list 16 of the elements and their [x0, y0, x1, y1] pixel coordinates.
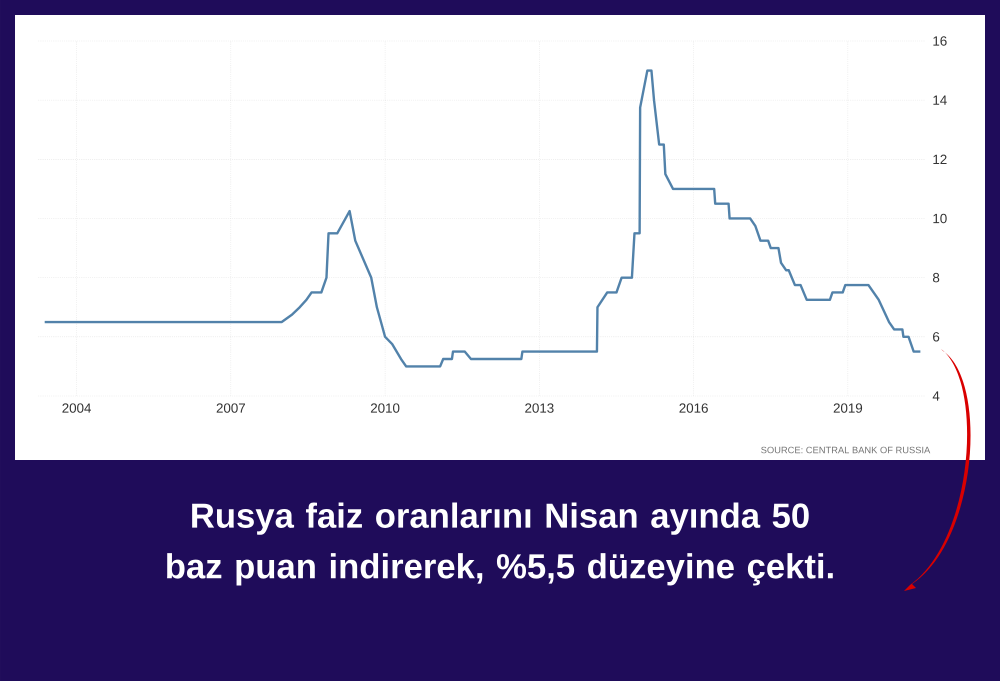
x-tick-label: 2007: [216, 403, 245, 413]
y-tick-label: 10: [933, 214, 947, 224]
y-tick-label: 14: [933, 96, 947, 105]
y-tick-label: 12: [933, 154, 947, 164]
line-series: [43, 69, 922, 368]
y-tick-label: 6: [933, 332, 940, 342]
y-tick-label: 8: [932, 272, 940, 282]
x-tick-label: 2019: [834, 403, 862, 413]
x-tick-label: 2013: [525, 403, 554, 413]
y-tick-label: 16: [933, 36, 947, 46]
x-tick-label: 2004: [62, 403, 92, 413]
y-tick-label: 4: [932, 391, 940, 401]
source-note: SOURCE: CENTRAL BANK OF RUSSIA: [761, 446, 930, 454]
x-tick-label: 2016: [679, 403, 708, 413]
x-tick-label: 2010: [370, 403, 400, 413]
text: Rusya faiz oranlarını Nisan ayında 50 baz puan indirerek, %5,5 düzeyine çekti.: [167, 502, 833, 586]
